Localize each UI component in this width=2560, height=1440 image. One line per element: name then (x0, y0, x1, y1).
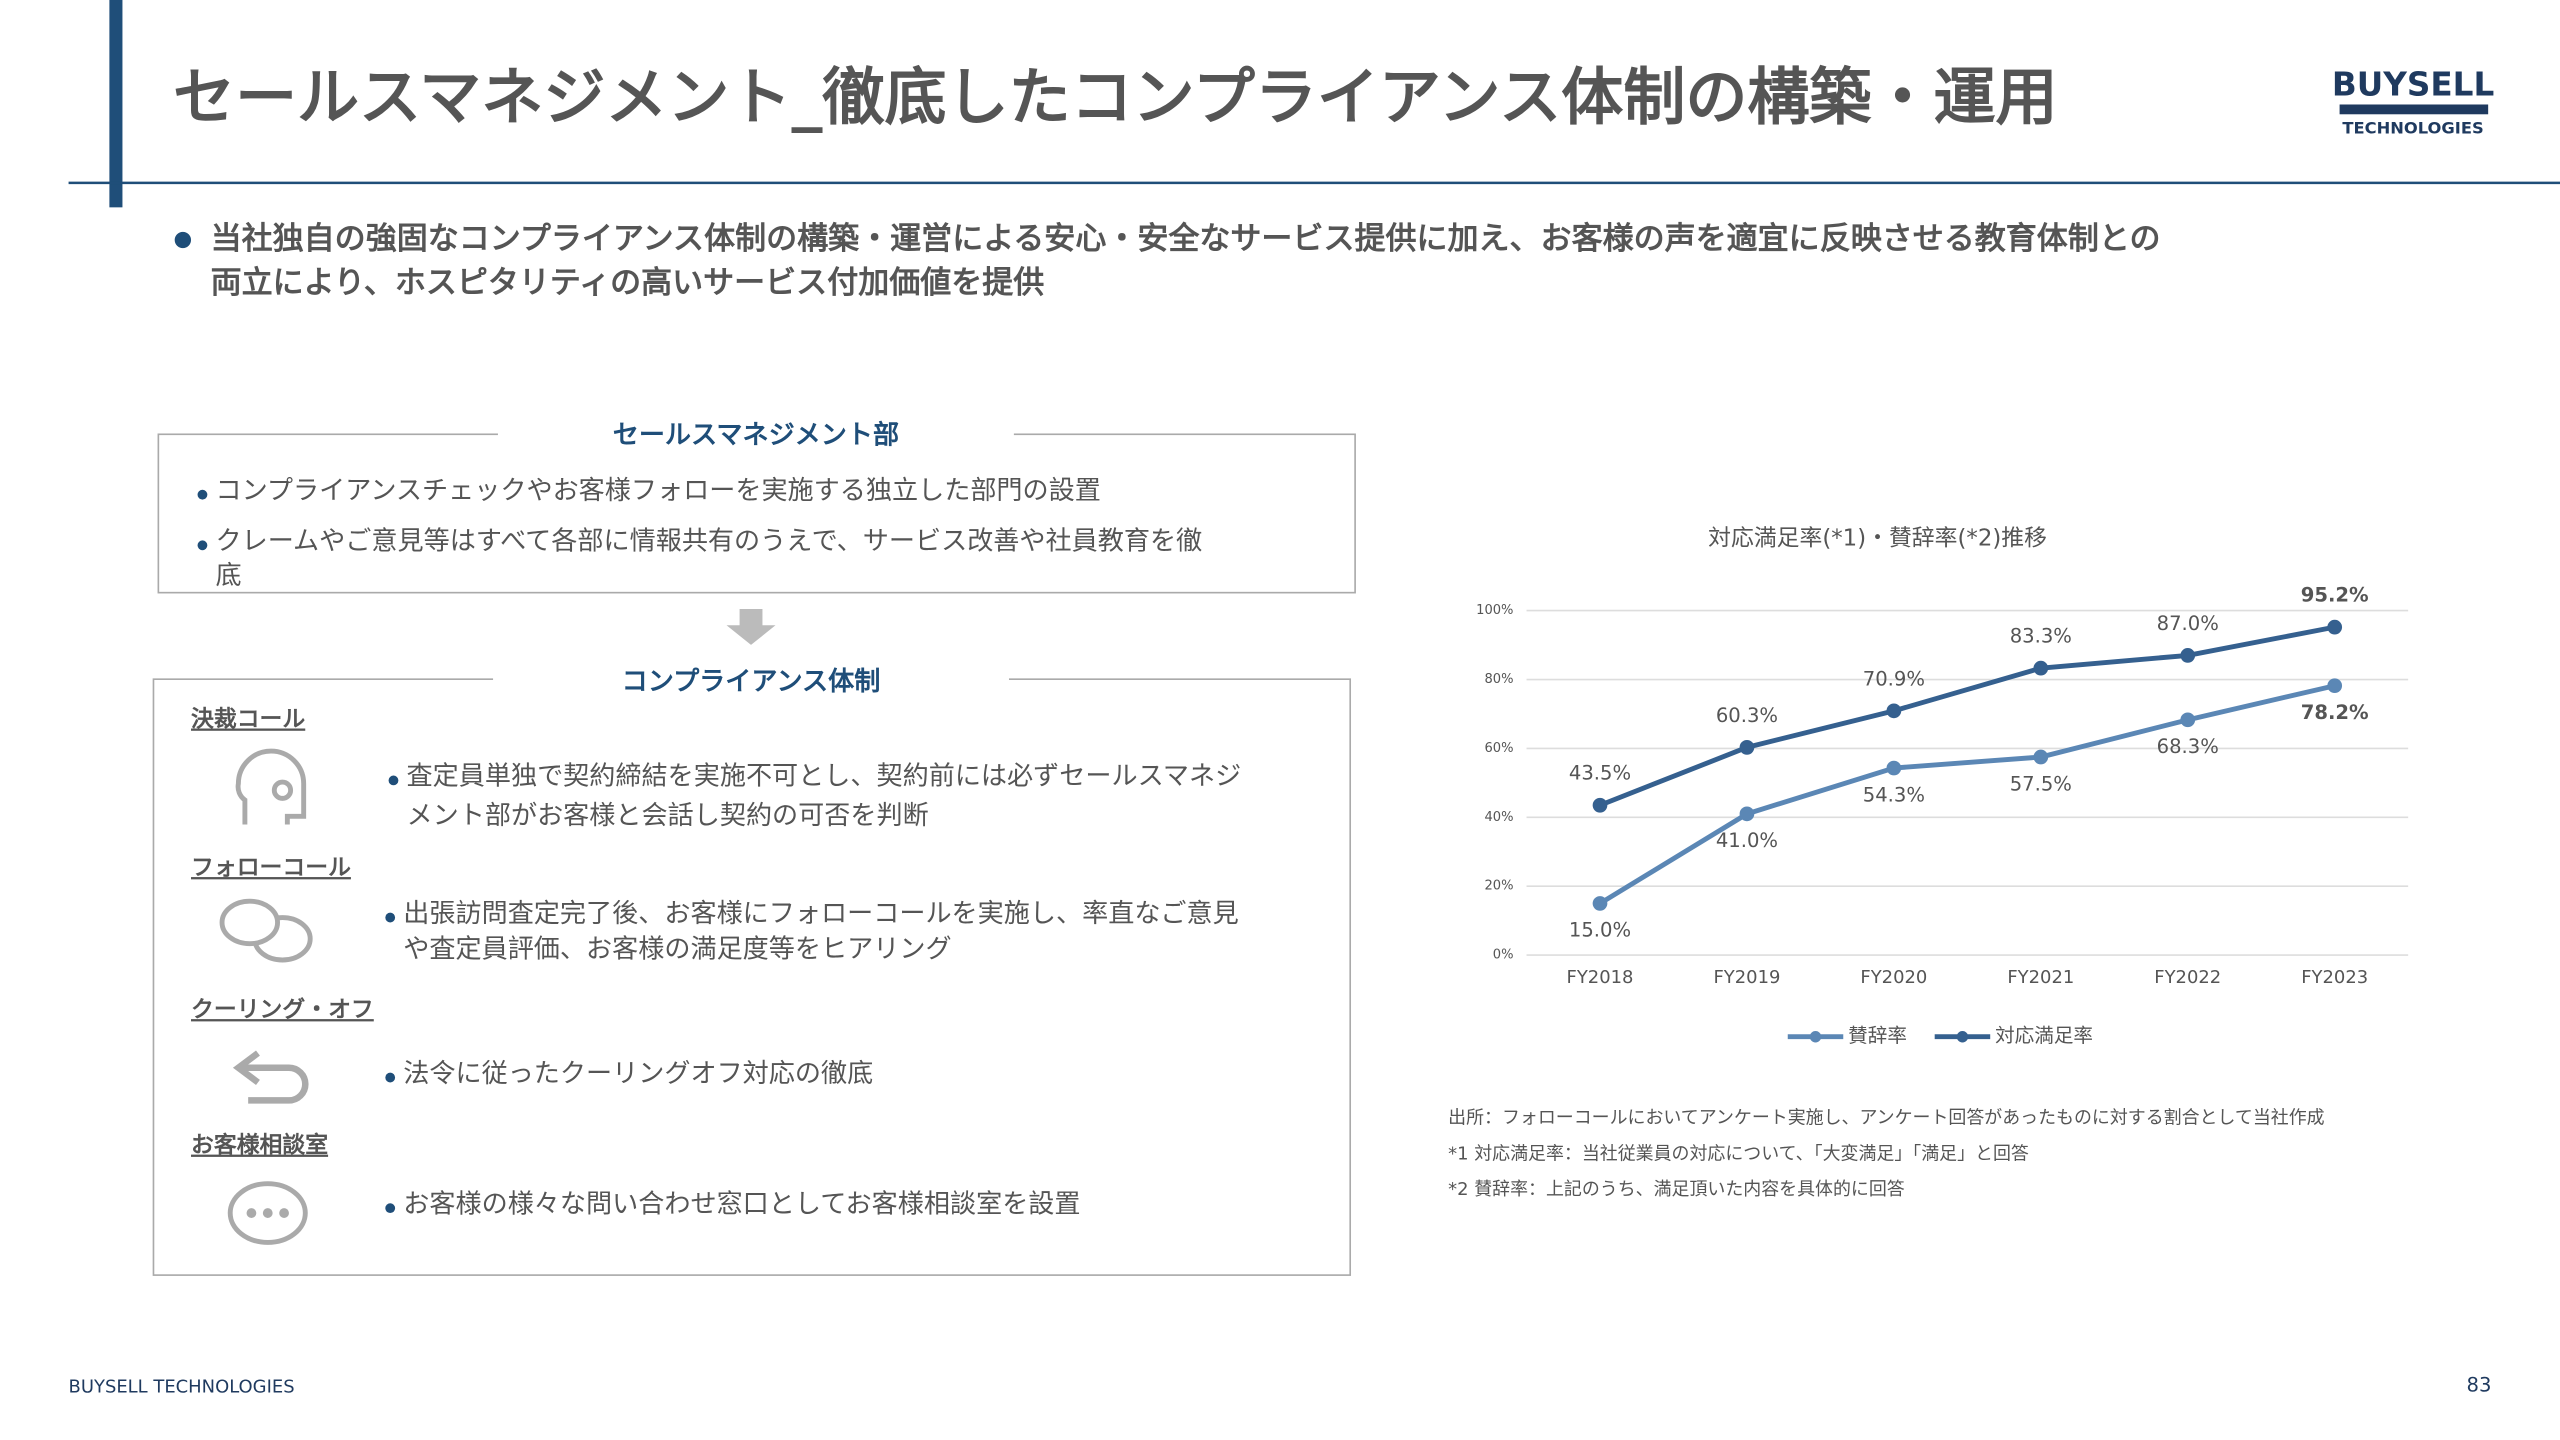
item-text: 法令に従ったクーリングオフ対応の徹底 (403, 1059, 873, 1089)
data-point (1592, 896, 1608, 911)
item-label: フォローコール (191, 855, 351, 881)
y-tick-label: 20% (1484, 879, 1513, 894)
chart-title: 対応満足率(*1)・賛辞率(*2)推移 (1708, 525, 2047, 551)
x-tick-label: FY2023 (2301, 967, 2368, 988)
box (157, 433, 1356, 594)
data-label: 68.3% (2157, 735, 2219, 758)
item-label: 決裁コール (191, 706, 305, 732)
bullet (174, 231, 192, 249)
item-text: 出張訪問査定完了後、お客様にフォローコールを実施し、率直なご意見 (403, 899, 1239, 929)
series-line (1598, 683, 2336, 906)
bullet (385, 1072, 396, 1083)
data-point (2033, 660, 2049, 676)
box-title: セールスマネジメント部 (613, 420, 899, 450)
data-label: 54.3% (1863, 783, 1925, 806)
item-label: クーリング・オフ (191, 996, 374, 1023)
bullet (197, 489, 208, 500)
data-point (1739, 740, 1755, 755)
item-text: 査定員単独で契約締結を実施不可とし、契約前には必ずセールスマネジ (407, 762, 1242, 792)
accent-bar (109, 0, 123, 208)
summary-line: 両立により、ホスピタリティの高いサービス付加価値を提供 (211, 265, 1045, 301)
y-tick-label: 40% (1484, 810, 1513, 825)
y-tick-label: 80% (1484, 672, 1513, 687)
summary-line: 当社独自の強固なコンプライアンス体制の構築・運営による安心・安全なサービス提供に… (211, 221, 2161, 257)
chat-icon (219, 898, 313, 963)
data-label: 57.5% (2010, 772, 2072, 795)
data-label: 70.9% (1863, 667, 1925, 690)
arrow (726, 608, 776, 645)
data-point (1886, 703, 1902, 719)
bullet-text: 底 (216, 561, 242, 591)
data-label: 95.2% (2301, 584, 2369, 607)
data-point (2180, 648, 2196, 663)
y-tick-label: 60% (1484, 741, 1513, 756)
note: *1 対応満足率：当社従業員の対応について、「大変満足」「満足」と回答 (1448, 1143, 2029, 1164)
logo-top: BUYSELL (2332, 66, 2494, 104)
x-tick-label: FY2022 (2154, 967, 2221, 988)
data-point (1739, 806, 1755, 822)
legend-label: 賛辞率 (1848, 1024, 1907, 1047)
item-label: お客様相談室 (191, 1132, 328, 1159)
legend-dot (1956, 1031, 1969, 1043)
footer-company: BUYSELL TECHNOLOGIES (69, 1377, 295, 1398)
page-number: 83 (2467, 1374, 2492, 1397)
item-text: や査定員評価、お客様の満足度等をヒアリング (403, 935, 951, 965)
return-icon (232, 1050, 309, 1104)
bullet (385, 912, 396, 923)
legend-label: 対応満足率 (1995, 1024, 2093, 1047)
x-tick-label: FY2020 (1860, 967, 1927, 988)
bullet (197, 540, 208, 551)
data-label: 78.2% (2301, 701, 2369, 724)
note: *2 賛辞率：上記のうち、満足頂いた内容を具体的に回答 (1448, 1179, 1905, 1200)
data-label: 15.0% (1569, 919, 1631, 942)
box-gap (493, 666, 1009, 693)
data-point (1886, 760, 1902, 776)
note: 出所：フォローコールにおいてアンケート実施し、アンケート回答があったものに対する… (1448, 1107, 2324, 1128)
bullet-text: コンプライアンスチェックやお客様フォローを実施する独立した部門の設置 (216, 476, 1101, 506)
data-point (2327, 678, 2343, 694)
series-line (1599, 624, 2336, 808)
data-point (1592, 797, 1608, 813)
data-label: 41.0% (1716, 829, 1778, 852)
data-label: 60.3% (1716, 704, 1778, 727)
data-label: 87.0% (2157, 612, 2219, 635)
item-text: メント部がお客様と会話し契約の可否を判断 (407, 801, 929, 831)
x-tick-label: FY2021 (2007, 967, 2074, 988)
speech-icon (227, 1181, 308, 1245)
legend-dot (1809, 1031, 1822, 1043)
bullet-text: クレームやご意見等はすべて各部に情報共有のうえで、サービス改善や社員教育を徹 (216, 527, 1203, 557)
data-point (2180, 712, 2196, 728)
data-label: 43.5% (1569, 762, 1631, 785)
data-point (2033, 749, 2049, 765)
x-tick-label: FY2018 (1567, 967, 1634, 988)
title: セールスマネジメント_徹底したコンプライアンス体制の構築・運用 (173, 60, 2058, 133)
data-label: 83.3% (2010, 625, 2072, 648)
bullet (385, 1203, 396, 1214)
logo-bar (2339, 104, 2489, 115)
bullet (388, 775, 399, 786)
chart: 対応満足率(*1)・賛辞率(*2)推移 0% 20% 40% 60% 80% 100% FY… (1476, 525, 2409, 1047)
data-point (2327, 619, 2343, 635)
headset-icon (235, 748, 307, 825)
y-tick-label: 100% (1476, 603, 1513, 618)
logo-bottom: TECHNOLOGIES (2342, 118, 2483, 137)
item-text: お客様の様々な問い合わせ窓口としてお客様相談室を設置 (403, 1189, 1080, 1219)
box-gap (497, 421, 1014, 448)
x-tick-label: FY2019 (1713, 967, 1780, 988)
y-tick-label: 0% (1493, 948, 1514, 963)
box-title: コンプライアンス体制 (622, 667, 881, 697)
